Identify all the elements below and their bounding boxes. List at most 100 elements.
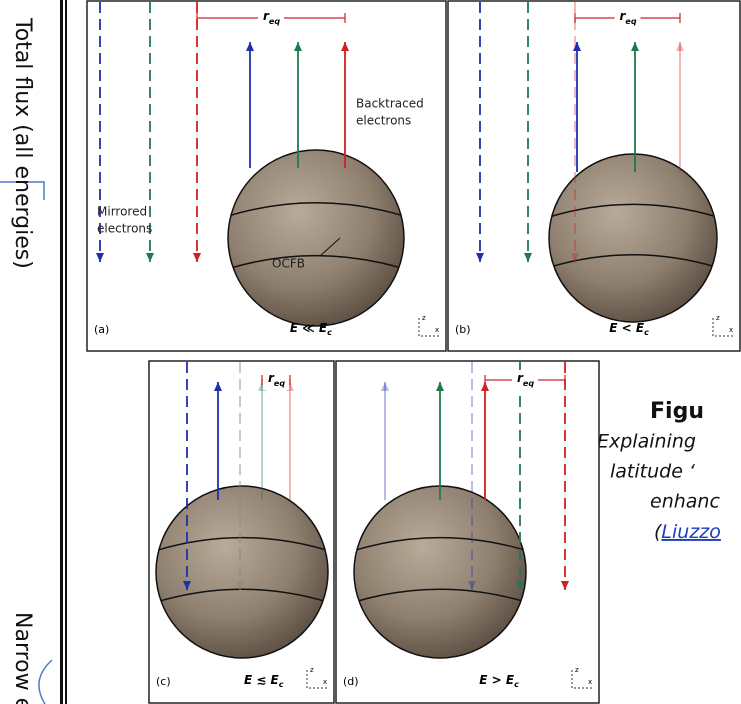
arrow-head [571,253,579,262]
arrow-head [381,382,389,391]
ocfb-line [354,536,526,552]
axis-icon-z: z [422,314,426,322]
arrow-head [246,42,254,51]
panel-label: (d) [343,675,359,688]
arrow-head [236,581,244,590]
arrow-head [436,382,444,391]
caption-line: Explaining [597,431,696,453]
condition-subscript: c [514,680,519,689]
arrow-head [631,42,639,51]
caption-paren: ( [654,521,663,543]
moon [353,485,527,659]
latitudes [228,202,404,270]
arrow-head [524,253,532,262]
r-eq-symbol: r [620,9,627,23]
condition-label: E ≲ Ec [244,673,284,689]
arrow-head [96,253,104,262]
side-label: Narrow e [10,612,35,704]
arrow-head [476,253,484,262]
axis-icon [712,318,733,337]
axis-icon-x: x [435,326,439,334]
condition-label: E < Ec [609,321,649,337]
panel-label: (c) [156,675,171,688]
axis-icon-x: x [323,678,327,686]
condition-label: E > Ec [479,673,519,689]
condition-subscript: c [279,680,284,689]
decoration [38,659,53,704]
axis-icon-z: z [575,666,579,674]
ocfb-line [156,536,328,552]
annotation: Backtraced [356,97,424,111]
arrow-head [341,42,349,51]
annotation-arrow [319,237,341,257]
condition-label: E ≪ Ec [290,321,332,337]
decoration [0,181,45,200]
arrow-head [193,253,201,262]
arrow-head [561,581,569,590]
panel-label: (a) [94,323,109,336]
annotation: OCFB [272,257,305,271]
divider [65,0,67,704]
moon [227,149,405,327]
arrow-head [214,382,222,391]
arrow-head [468,581,476,590]
axis-icon [306,670,327,689]
moon [155,485,329,659]
r-eq-bg [512,370,538,390]
r-eq-label: req [268,371,285,388]
r-eq-bg [614,8,641,28]
annotation: electrons [97,222,152,236]
arrow-head [481,382,489,391]
ocfb-line [354,588,526,603]
ocfb-line [228,254,404,270]
axis-icon [418,318,439,337]
arrow-head [146,253,154,262]
latitudes [156,536,328,603]
ocfb-line [549,254,717,269]
citation-link[interactable]: Liuzzo [661,521,720,543]
arrow-head [294,42,302,51]
arrow-head [183,581,191,590]
r-eq-subscript: eq [274,379,285,388]
ocfb-line [156,588,328,603]
ocfb-line [228,202,404,217]
ocfb-line [549,203,717,218]
condition-subscript: c [644,328,649,337]
axis-icon-z: z [310,666,314,674]
condition: E < E [609,321,645,335]
axis-icon-x: x [588,678,592,686]
r-eq-label: req [517,371,534,388]
annotation: electrons [356,114,411,128]
condition-subscript: c [327,328,332,337]
condition: E > E [479,673,515,687]
r-eq-symbol: r [268,371,275,385]
arrow-head [676,42,684,51]
side-label: Total flux (all energies) [10,17,35,269]
arrow-head [516,581,524,590]
latitudes [549,203,717,269]
r-eq-label: req [620,9,637,26]
r-eq-subscript: eq [523,379,534,388]
panel-label: (b) [455,323,471,336]
caption-line: latitude ‘ [610,461,696,483]
caption-line: enhanc [650,491,720,513]
divider [60,0,63,704]
r-eq-bg [263,370,289,390]
axis-icon [571,670,592,689]
r-eq-bg [258,8,284,28]
caption-link: (Liuzzo [654,521,721,543]
r-eq-label: req [263,9,280,26]
condition: E ≲ E [244,673,280,687]
axis-icon-x: x [729,326,733,334]
r-eq-symbol: r [517,371,524,385]
moon [548,153,718,323]
r-eq-subscript: eq [269,17,280,26]
condition: E ≪ E [290,321,328,335]
latitudes [354,536,526,603]
r-eq-subscript: eq [625,17,636,26]
annotation: Mirrored [97,205,147,219]
r-eq-symbol: r [263,9,270,23]
arrow-head [573,42,581,51]
axis-icon-z: z [716,314,720,322]
